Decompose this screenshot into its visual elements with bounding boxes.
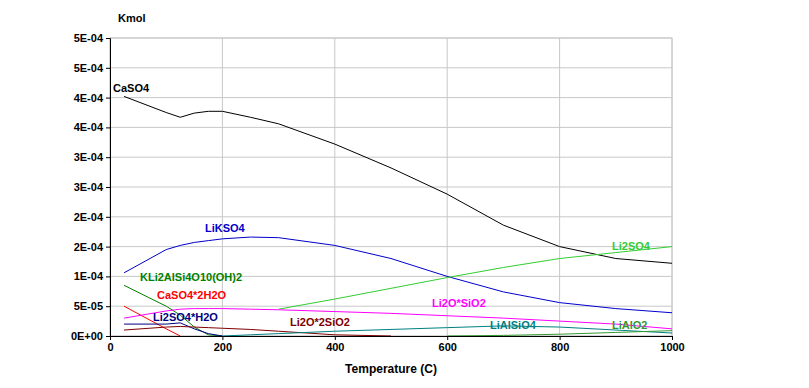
y-tick: 5E-04 bbox=[74, 62, 110, 74]
x-tick: 600 bbox=[439, 336, 457, 353]
series-label: KLi2AlSi4O10(OH)2 bbox=[140, 271, 242, 283]
plot-frame bbox=[110, 38, 672, 336]
x-axis-title: Temperature (C) bbox=[345, 362, 437, 376]
series-label: Li2O*SiO2 bbox=[432, 297, 486, 309]
x-tick-mark bbox=[672, 336, 673, 340]
y-tick-mark bbox=[106, 306, 110, 307]
grid-line bbox=[110, 157, 672, 158]
y-tick: 2E-04 bbox=[74, 211, 110, 223]
y-tick: 2E-04 bbox=[74, 241, 110, 253]
series-labels: CaSO4 LiKSO4 Li2SO4 KLi2AlSi4O10(OH)2 CaSO4*… bbox=[113, 82, 651, 331]
grid-line bbox=[110, 127, 672, 128]
series-line bbox=[124, 237, 672, 313]
y-tick-label: 4E-04 bbox=[74, 92, 104, 104]
y-tick-label: 0E+00 bbox=[71, 330, 103, 342]
y-axis: 0E+00 5E-05 1E-04 2E-04 2E-04 3E-04 3E-04 4E-04… bbox=[71, 32, 111, 342]
y-tick-label: 3E-04 bbox=[74, 151, 104, 163]
y-axis-title: Kmol bbox=[118, 12, 146, 24]
series-label: Li2SO4 bbox=[612, 240, 651, 252]
y-tick-label: 2E-04 bbox=[74, 211, 104, 223]
x-tick-label: 1000 bbox=[660, 341, 684, 353]
y-tick-mark bbox=[106, 38, 110, 39]
x-tick-label: 800 bbox=[551, 341, 569, 353]
series-label: LiKSO4 bbox=[205, 222, 246, 234]
x-tick-mark bbox=[222, 336, 223, 340]
y-tick-mark bbox=[106, 68, 110, 69]
grid-line bbox=[110, 246, 672, 247]
y-tick: 3E-04 bbox=[74, 151, 110, 163]
y-tick: 5E-04 bbox=[74, 32, 110, 44]
grid-line bbox=[447, 38, 448, 336]
y-tick: 0E+00 bbox=[71, 330, 110, 342]
chart: 0 200 400 600 800 1000 0E+00 5E-05 1E-04 2E-04 2E-… bbox=[0, 0, 809, 388]
x-tick: 0 bbox=[107, 336, 113, 353]
y-tick-mark bbox=[106, 276, 110, 277]
y-tick-label: 2E-04 bbox=[74, 241, 104, 253]
x-tick: 200 bbox=[214, 336, 232, 353]
x-tick-label: 600 bbox=[439, 341, 457, 353]
grid-line bbox=[110, 97, 672, 98]
x-tick-mark bbox=[335, 336, 336, 340]
grid-line bbox=[110, 216, 672, 217]
y-tick: 1E-04 bbox=[74, 270, 110, 282]
series-line bbox=[124, 96, 672, 263]
x-tick-label: 0 bbox=[107, 341, 113, 353]
y-tick: 4E-04 bbox=[74, 92, 110, 104]
series-label: Li2SO4*H2O bbox=[153, 311, 218, 323]
x-tick-label: 200 bbox=[214, 341, 232, 353]
plot: 0 200 400 600 800 1000 0E+00 5E-05 1E-04 2E-04 2E-… bbox=[71, 32, 685, 353]
series-label: Li2O*2SiO2 bbox=[290, 316, 350, 328]
series-line bbox=[447, 331, 672, 336]
y-tick-label: 5E-04 bbox=[74, 62, 104, 74]
x-tick-mark bbox=[560, 336, 561, 340]
series-label: LiAlO2 bbox=[612, 319, 647, 331]
y-tick-mark bbox=[106, 247, 110, 248]
y-tick-mark bbox=[106, 217, 110, 218]
series-label: CaSO4 bbox=[113, 82, 150, 94]
y-tick: 5E-05 bbox=[74, 300, 110, 312]
y-tick-mark bbox=[106, 98, 110, 99]
series-line bbox=[124, 309, 672, 329]
series-label: LiAlSiO4 bbox=[490, 319, 537, 331]
y-tick-label: 1E-04 bbox=[74, 270, 104, 282]
y-tick: 4E-04 bbox=[74, 121, 110, 133]
series-line bbox=[279, 247, 672, 310]
x-axis-line bbox=[111, 337, 673, 341]
grid bbox=[110, 38, 672, 336]
y-tick-label: 5E-04 bbox=[74, 32, 104, 44]
grid-line bbox=[110, 67, 672, 68]
y-tick-label: 4E-04 bbox=[74, 121, 104, 133]
x-tick-label: 400 bbox=[326, 341, 344, 353]
y-tick-mark bbox=[106, 127, 110, 128]
grid-line bbox=[334, 38, 335, 336]
series-lines bbox=[124, 96, 672, 336]
series-label: CaSO4*2H2O bbox=[157, 289, 227, 301]
x-tick: 400 bbox=[326, 336, 344, 353]
y-tick-label: 3E-04 bbox=[74, 181, 104, 193]
x-tick-mark bbox=[447, 336, 448, 340]
y-tick: 3E-04 bbox=[74, 181, 110, 193]
grid-line bbox=[559, 38, 560, 336]
grid-line bbox=[110, 187, 672, 188]
y-tick-mark bbox=[106, 187, 110, 188]
x-tick: 1000 bbox=[660, 336, 684, 353]
x-axis: 0 200 400 600 800 1000 bbox=[107, 336, 684, 353]
y-tick-label: 5E-05 bbox=[74, 300, 103, 312]
y-tick-mark bbox=[106, 336, 110, 337]
x-tick: 800 bbox=[551, 336, 569, 353]
y-tick-mark bbox=[106, 157, 110, 158]
y-axis-line bbox=[106, 39, 111, 337]
